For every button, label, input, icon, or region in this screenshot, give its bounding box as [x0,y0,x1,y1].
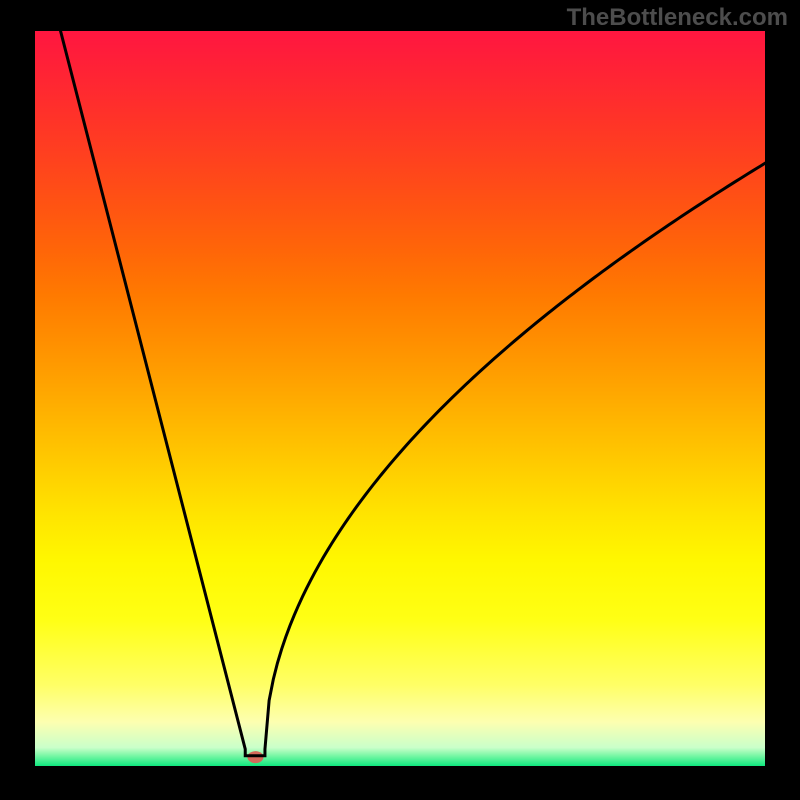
figure-root: TheBottleneck.com [0,0,800,800]
watermark-text: TheBottleneck.com [567,4,788,32]
plot-svg [35,31,765,766]
plot-area [35,31,765,766]
plot-background [35,31,765,766]
